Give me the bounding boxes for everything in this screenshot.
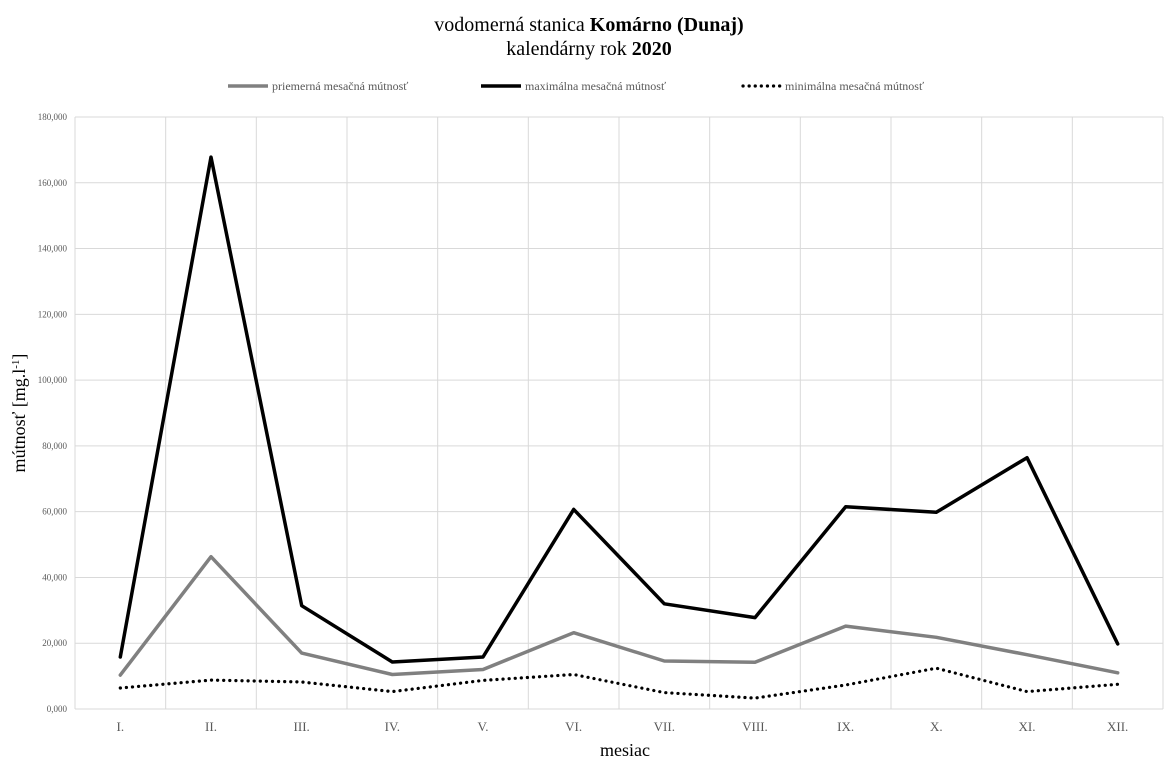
x-tick-label: VIII. [742,719,768,734]
y-tick-label: 60,000 [42,507,67,517]
title-line-1-prefix: vodomerná stanica [434,14,585,36]
y-tick-label: 140,000 [38,244,68,254]
y-axis-title-sup: -1 [10,360,22,369]
x-tick-label: VII. [654,719,675,734]
legend-label-0: priemerná mesačná mútnosť [272,79,408,93]
legend-label-2: minimálna mesačná mútnosť [785,79,924,93]
x-axis-ticks: I. II. III. IV. V. VI. VII. VIII. IX. X. XI. XII. [117,719,1129,734]
y-axis-title-suffix: ] [9,354,29,360]
y-tick-label: 100,000 [38,375,68,385]
y-axis-title: mútnosť [mg.l-1] [9,354,29,473]
series-line-0 [118,554,1120,677]
series-line-2 [118,666,1120,700]
y-tick-label: 120,000 [38,309,68,319]
x-tick-label: X. [930,719,943,734]
x-tick-label: XII. [1107,719,1128,734]
y-axis-ticks: 0,000 20,000 40,000 60,000 80,000 100,000 120,… [38,112,68,714]
title-line-1-bold: Komárno (Dunaj) [590,14,744,36]
title-line-2-prefix: kalendárny rok [506,38,627,60]
x-axis-title: mesiac [600,740,650,760]
legend: priemerná mesačná mútnosť maximálna mesač… [228,79,924,93]
y-tick-label: 20,000 [42,638,67,648]
series-lines [118,155,1120,700]
y-tick-label: 80,000 [42,441,67,451]
chart-title-line-2: kalendárny rok 2020 [506,38,672,60]
y-tick-label: 0,000 [47,704,68,714]
y-tick-label: 180,000 [38,112,68,122]
x-tick-label: II. [205,719,217,734]
y-tick-label: 40,000 [42,572,67,582]
x-tick-label: VI. [565,719,582,734]
chart-title-line-1: vodomerná stanica Komárno (Dunaj) [434,14,743,36]
x-tick-label: XI. [1019,719,1036,734]
x-tick-label: V. [478,719,489,734]
y-tick-label: 160,000 [38,178,68,188]
series-line-1 [118,155,1120,664]
legend-label-1: maximálna mesačná mútnosť [525,79,666,93]
x-tick-label: I. [117,719,125,734]
grid [74,116,1164,710]
x-tick-label: IV. [385,719,400,734]
title-line-2-bold: 2020 [632,38,672,60]
x-tick-label: IX. [837,719,854,734]
y-axis-title-main: mútnosť [mg.l [9,369,29,473]
x-tick-label: III. [294,719,310,734]
